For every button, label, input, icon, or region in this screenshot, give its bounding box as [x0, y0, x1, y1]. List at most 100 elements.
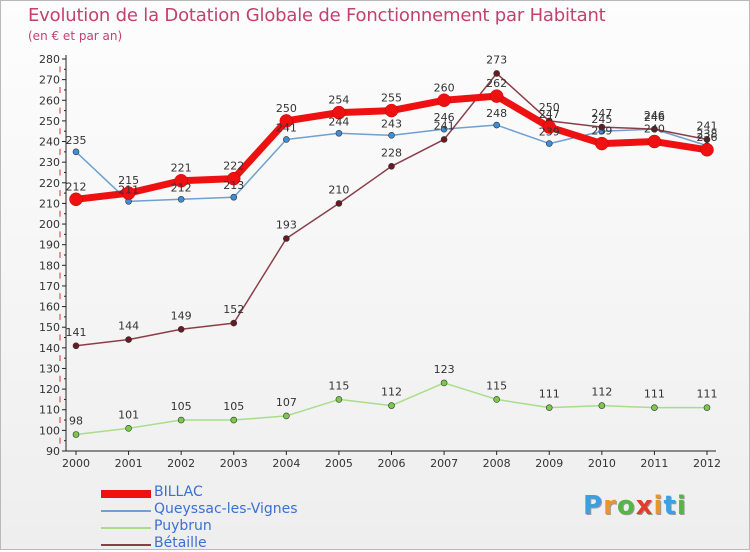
data-label: 123: [434, 363, 455, 376]
data-label: 98: [69, 414, 83, 427]
logo-letter: P: [583, 491, 604, 521]
data-label: 273: [486, 53, 507, 66]
data-point: [177, 195, 185, 203]
data-label: 240: [644, 123, 665, 136]
data-label: 243: [381, 117, 402, 130]
y-tick-label: 230: [39, 156, 60, 169]
legend-label: Bétaille: [154, 535, 207, 551]
data-point: [72, 342, 80, 350]
y-tick-label: 110: [39, 404, 60, 417]
y-tick-label: 280: [39, 53, 60, 66]
data-label: 111: [644, 388, 665, 401]
y-tick-label: 100: [39, 424, 60, 437]
chart-subtitle: (en € et par an): [28, 29, 123, 43]
x-tick-label: 2009: [535, 457, 563, 470]
data-point: [388, 402, 395, 409]
data-point: [647, 134, 662, 149]
data-label: 215: [118, 174, 139, 187]
legend-swatch: [101, 527, 151, 529]
x-tick-label: 2008: [483, 457, 511, 470]
data-point: [703, 404, 711, 411]
data-label: 115: [486, 379, 507, 392]
data-point: [177, 416, 185, 424]
data-label: 213: [223, 179, 244, 192]
data-label: 111: [539, 388, 560, 401]
data-label: 260: [434, 81, 455, 94]
data-point: [72, 148, 80, 156]
data-point: [335, 396, 343, 403]
data-point: [227, 171, 241, 186]
data-label: 105: [171, 400, 192, 413]
data-label: 210: [328, 183, 349, 196]
data-point: [437, 93, 451, 108]
data-point: [332, 105, 346, 120]
logo-letter: o: [616, 491, 636, 521]
data-label: 236: [697, 131, 718, 144]
data-point: [388, 132, 395, 139]
y-tick-label: 190: [39, 239, 60, 252]
data-label: 255: [381, 92, 402, 105]
data-label: 115: [328, 379, 349, 392]
data-label: 241: [276, 121, 297, 134]
logo-letter: t: [663, 491, 677, 521]
y-tick-label: 220: [39, 177, 60, 190]
data-point: [703, 136, 711, 143]
data-point: [489, 89, 504, 103]
data-point: [493, 70, 500, 77]
x-tick-label: 2012: [693, 457, 721, 470]
data-label: 239: [539, 126, 560, 139]
data-point: [542, 120, 556, 134]
data-point: [230, 416, 238, 424]
data-point: [651, 125, 658, 133]
x-tick-label: 2011: [640, 457, 668, 470]
data-point: [335, 200, 343, 207]
data-label: 111: [697, 388, 718, 401]
data-point: [440, 379, 448, 387]
data-point: [230, 319, 238, 327]
data-point: [493, 121, 500, 129]
x-tick-label: 2000: [62, 457, 90, 470]
data-point: [121, 186, 136, 200]
data-label: 254: [328, 94, 349, 107]
legend-label: BILLAC: [154, 484, 203, 500]
y-tick-label: 90: [46, 445, 60, 458]
data-label: 246: [644, 109, 665, 122]
x-tick-label: 2007: [430, 457, 458, 470]
logo-letter: r: [603, 491, 617, 521]
data-point: [69, 192, 83, 207]
x-tick-label: 2006: [378, 457, 406, 470]
data-label: 193: [276, 218, 297, 231]
data-point: [388, 162, 395, 170]
x-tick-label: 2001: [115, 457, 143, 470]
x-tick-label: 2010: [588, 457, 616, 470]
data-label: 112: [591, 386, 612, 399]
data-label: 246: [644, 111, 665, 124]
data-point: [545, 140, 553, 147]
data-point: [493, 396, 500, 403]
data-label: 211: [118, 183, 139, 196]
data-point: [598, 402, 606, 409]
data-point: [230, 193, 238, 201]
data-label: 241: [434, 119, 455, 132]
y-tick-label: 180: [39, 259, 60, 272]
data-label: 247: [539, 108, 560, 121]
data-point: [283, 136, 290, 143]
logo-letter: i: [676, 491, 687, 521]
x-tick-label: 2002: [167, 457, 195, 470]
legend-swatch: [101, 544, 151, 546]
data-label: 248: [486, 107, 507, 120]
data-label: 212: [66, 180, 87, 193]
chart-title: Evolution de la Dotation Globale de Fonc…: [28, 5, 606, 26]
data-label: 238: [697, 128, 718, 141]
data-point: [384, 103, 399, 118]
data-label: 105: [223, 400, 244, 413]
data-label: 250: [276, 102, 297, 115]
y-tick-label: 250: [39, 115, 60, 128]
data-point: [700, 143, 714, 157]
legend-swatch: [101, 510, 151, 512]
data-label: 212: [171, 181, 192, 194]
data-label: 144: [118, 320, 139, 333]
logo-letter: i: [653, 491, 664, 521]
